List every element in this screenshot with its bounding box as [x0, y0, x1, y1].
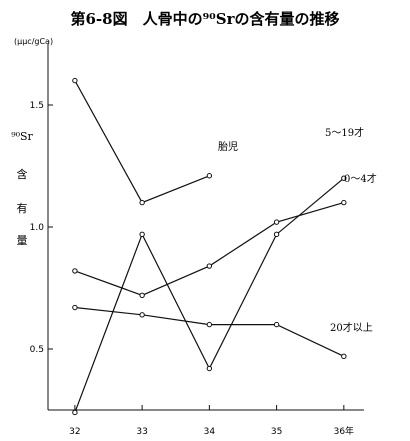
x-tick-label: 34: [204, 427, 216, 437]
data-point: [273, 321, 280, 328]
data-point: [206, 263, 213, 269]
y-tick-label: 0.5: [30, 345, 44, 355]
data-point: [72, 304, 78, 311]
data-point: [206, 321, 213, 328]
data-point: [72, 409, 78, 416]
y-unit-label: (μμc/gCa): [14, 37, 53, 46]
x-tick-label: 33: [136, 427, 147, 437]
data-point: [273, 231, 280, 238]
data-point: [206, 173, 213, 179]
x-tick-label: 35: [271, 427, 282, 437]
data-point: [206, 365, 213, 372]
data-point: [139, 312, 145, 318]
data-point: [273, 219, 280, 225]
y-tick-label: 1.0: [30, 223, 45, 233]
y-axis-label-line-3: 有: [17, 201, 28, 215]
y-axis-label-line-2: 含: [17, 167, 28, 181]
data-point: [139, 199, 145, 206]
series-label-fetus: 胎児: [218, 140, 238, 153]
series-line-1: [74, 80, 210, 204]
data-point: [72, 268, 78, 274]
chart-title: 第6-8図 人骨中の⁹⁰Srの含有量の推移: [71, 10, 340, 28]
series-label-0-4: 0～4才: [344, 172, 377, 185]
y-axis-label-line-4: 量: [17, 234, 28, 247]
series-line-2: [74, 177, 345, 413]
data-point: [139, 292, 145, 299]
series-label-20-plus: 20才以上: [330, 321, 373, 334]
data-point: [341, 175, 347, 181]
x-tick-label: 32: [69, 427, 80, 437]
data-point: [341, 353, 347, 360]
series-line-4: [74, 306, 345, 357]
y-tick-label: 1.5: [30, 101, 44, 111]
series-line-3: [74, 202, 344, 296]
data-point: [341, 199, 347, 206]
data-point: [139, 231, 145, 238]
series-label-5-19: 5～19才: [325, 126, 364, 139]
y-axis-label-line-1: ⁹⁰Sr: [11, 130, 33, 143]
x-tick-label: 36年: [334, 425, 354, 437]
data-point: [72, 77, 78, 84]
